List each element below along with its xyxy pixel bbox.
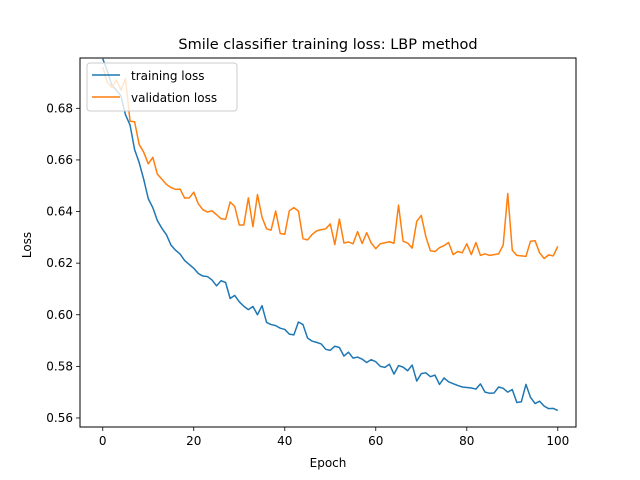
x-tick-label: 100 [546,434,569,448]
x-tick-label: 60 [368,434,383,448]
series-line-training-loss [102,58,559,412]
x-tick-label: 80 [459,434,474,448]
y-tick-label: 0.60 [46,308,73,322]
x-axis-label: Epoch [310,456,347,470]
legend-box [86,62,238,112]
y-tick-label: 0.58 [46,359,73,373]
y-axis-label: Loss [20,232,34,258]
y-tick-label: 0.56 [46,411,73,425]
ticks-layer: 0 20 40 60 80 100 0.56 0.58 0.60 0.62 0.64 0.66 0.68 [46,101,569,448]
x-tick-label: 20 [186,434,201,448]
legend: training loss validation loss [86,62,238,112]
legend-label-validation-loss: validation loss [131,91,217,105]
x-tick-label: 0 [99,434,107,448]
y-tick-label: 0.62 [46,256,73,270]
series-line-validation-loss [102,66,559,260]
y-tick-label: 0.66 [46,153,73,167]
chart-title: Smile classifier training loss: LBP meth… [178,37,477,53]
y-tick-label: 0.68 [46,101,73,115]
legend-label-training-loss: training loss [131,69,204,83]
y-tick-label: 0.64 [46,205,73,219]
plot-frame [79,57,577,428]
x-tick-label: 40 [277,434,292,448]
series-layer [102,58,559,412]
